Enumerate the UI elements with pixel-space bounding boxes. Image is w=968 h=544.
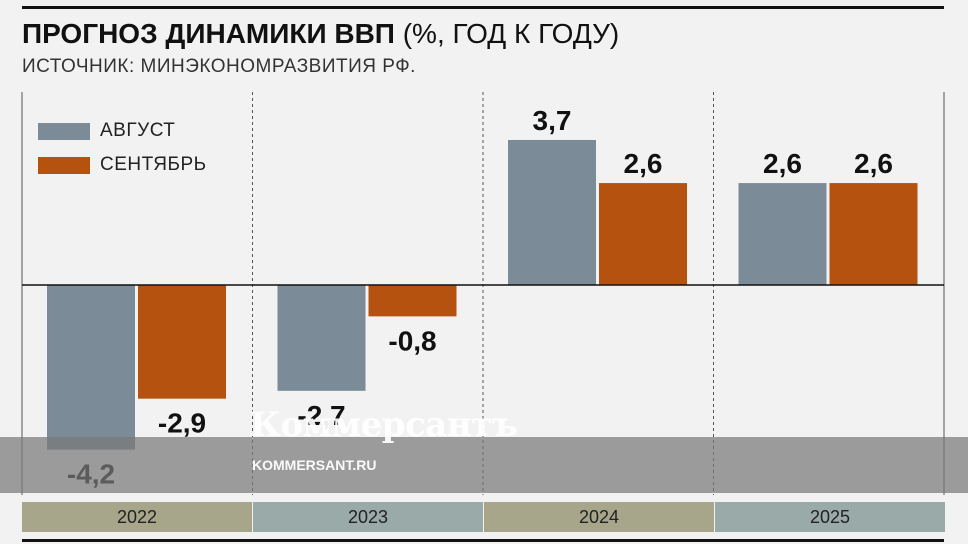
legend-swatch-september (38, 156, 90, 174)
legend-label-september: СЕНТЯБРЬ (100, 154, 207, 175)
data-label-2024-september: 2,6 (624, 148, 663, 179)
bar-2022-august (47, 285, 135, 450)
legend-label-august: АВГУСТ (100, 120, 176, 141)
year-label-2024: 2024 (484, 502, 714, 532)
chart-title: ПРОГНОЗ ДИНАМИКИ ВВП (%, ГОД К ГОДУ) (22, 18, 619, 50)
title-bold: ПРОГНОЗ ДИНАМИКИ ВВП (22, 18, 395, 49)
legend-item-august: АВГУСТ (38, 114, 207, 148)
data-label-2023-august: -2,7 (297, 400, 345, 431)
data-label-2023-september: -0,8 (388, 325, 436, 356)
watermark-band: Коммерсантъ KOMMERSANT.RU (0, 405, 968, 493)
legend-item-september: СЕНТЯБРЬ (38, 148, 207, 182)
year-label-2022: 2022 (22, 502, 252, 532)
legend-swatch-august (38, 122, 90, 140)
bar-2022-september (138, 285, 226, 399)
bar-2025-august (738, 183, 827, 285)
bar-2023-september (368, 285, 457, 317)
watermark-url: KOMMERSANT.RU (252, 457, 377, 473)
data-label-2022-september: -2,9 (158, 408, 206, 439)
data-label-2025-september: 2,6 (854, 148, 893, 179)
watermark-logo: Коммерсантъ (250, 405, 518, 445)
data-label-2024-august: 3,7 (533, 105, 572, 136)
data-label-2025-august: 2,6 (763, 148, 802, 179)
bar-2023-august (277, 285, 366, 391)
year-label-2023: 2023 (253, 502, 483, 532)
top-rule (22, 6, 944, 9)
bar-2025-september (829, 183, 918, 285)
legend: АВГУСТ СЕНТЯБРЬ (38, 114, 207, 182)
bar-2024-august (508, 139, 596, 285)
year-label-2025: 2025 (715, 502, 945, 532)
title-rest: (%, ГОД К ГОДУ) (394, 18, 620, 49)
bottom-rule (22, 539, 944, 542)
chart-source: ИСТОЧНИК: МИНЭКОНОМРАЗВИТИЯ РФ. (22, 56, 416, 77)
bar-2024-september (599, 183, 687, 285)
